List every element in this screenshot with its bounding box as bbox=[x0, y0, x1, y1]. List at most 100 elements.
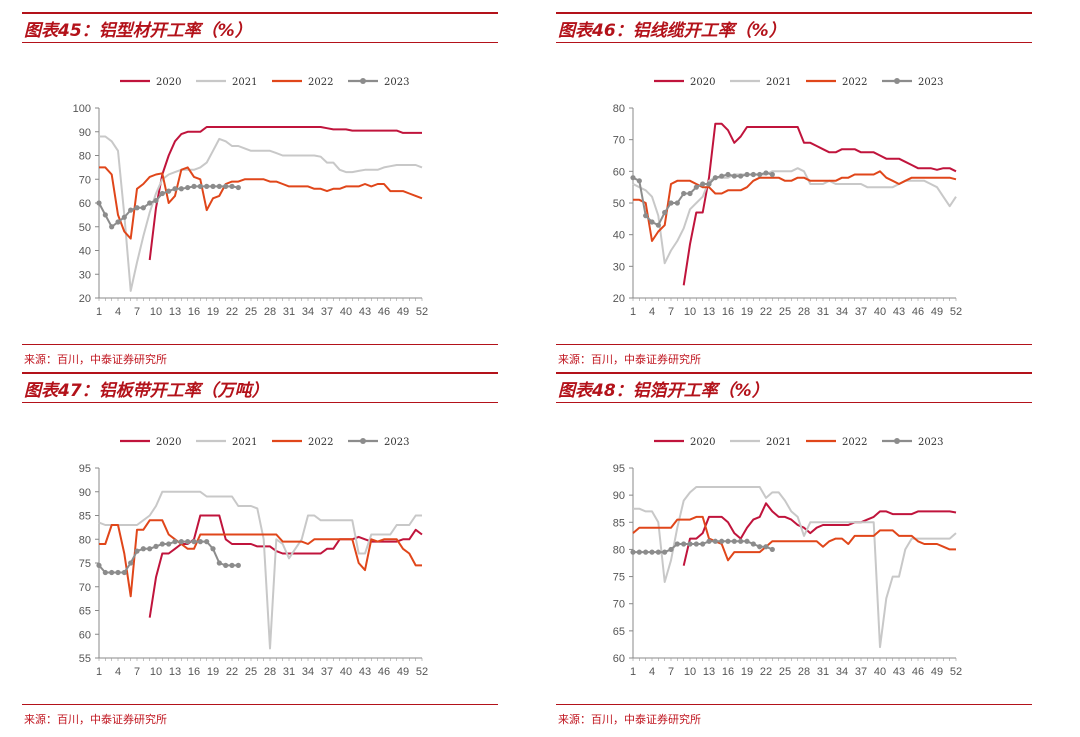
x-tick-label: 52 bbox=[416, 306, 428, 318]
data-point-2023 bbox=[700, 541, 706, 547]
data-point-2023 bbox=[681, 190, 687, 197]
y-tick-label: 40 bbox=[79, 246, 91, 258]
data-point-2023 bbox=[172, 539, 178, 545]
data-point-2023 bbox=[687, 541, 693, 547]
y-tick-label: 60 bbox=[79, 629, 91, 641]
x-tick-label: 13 bbox=[169, 306, 181, 318]
data-point-2023 bbox=[185, 184, 191, 191]
y-tick-label: 95 bbox=[613, 463, 625, 475]
data-point-2023 bbox=[210, 546, 216, 552]
x-tick-label: 49 bbox=[931, 306, 943, 318]
series-line-2021 bbox=[633, 486, 957, 649]
data-point-2023 bbox=[229, 562, 235, 568]
chart-panel-48: 图表48：铝箔开工率（%） 2020 2021 2022 2023 60 65 70 75 80… bbox=[556, 372, 1032, 730]
y-tick-label: 60 bbox=[79, 198, 91, 210]
data-point-2023 bbox=[121, 569, 127, 576]
legend-label-2022: 2022 bbox=[842, 437, 867, 448]
y-tick-label: 70 bbox=[79, 174, 91, 186]
data-point-2023 bbox=[140, 546, 146, 552]
y-tick-label: 80 bbox=[79, 151, 91, 163]
legend-label-2022: 2022 bbox=[308, 77, 333, 88]
y-tick-label: 70 bbox=[79, 582, 91, 594]
data-point-2023 bbox=[147, 546, 153, 552]
data-point-2023 bbox=[166, 188, 172, 194]
data-point-2023 bbox=[121, 214, 127, 220]
x-tick-label: 1 bbox=[630, 666, 636, 678]
data-point-2023 bbox=[178, 186, 184, 192]
x-tick-label: 19 bbox=[741, 306, 753, 318]
x-tick-label: 25 bbox=[779, 306, 791, 318]
x-tick-label: 19 bbox=[741, 666, 753, 678]
panel-top-rule bbox=[22, 372, 498, 374]
y-tick-label: 30 bbox=[79, 269, 91, 281]
x-tick-label: 16 bbox=[722, 666, 734, 678]
x-tick-label: 13 bbox=[703, 306, 715, 318]
chart-panel-46: 图表46：铝线缆开工率（%） 2020 2021 2022 2023 20 30 40 50 6… bbox=[556, 12, 1032, 370]
legend: 2020 2021 2022 2023 bbox=[654, 77, 943, 88]
x-tick-label: 34 bbox=[302, 666, 314, 678]
x-tick-label: 10 bbox=[150, 306, 162, 318]
series-line-2021 bbox=[99, 135, 423, 292]
x-tick-label: 16 bbox=[722, 306, 734, 318]
series-line-2022 bbox=[99, 166, 423, 240]
data-point-2023 bbox=[706, 181, 712, 187]
x-tick-label: 1 bbox=[96, 666, 102, 678]
data-point-2023 bbox=[687, 190, 693, 197]
data-point-2023 bbox=[96, 562, 102, 568]
y-tick-label: 85 bbox=[613, 517, 625, 529]
data-point-2023 bbox=[744, 538, 750, 544]
data-point-2023 bbox=[159, 541, 165, 547]
data-point-2023 bbox=[235, 184, 241, 191]
y-tick-label: 80 bbox=[79, 534, 91, 546]
x-tick-label: 7 bbox=[134, 666, 140, 678]
data-point-2023 bbox=[674, 200, 680, 206]
legend-label-2023: 2023 bbox=[918, 437, 943, 448]
panel-top-rule bbox=[556, 12, 1032, 14]
x-tick-label: 34 bbox=[836, 306, 848, 318]
legend-label-2021: 2021 bbox=[232, 437, 257, 448]
chart-source: 来源：百川，中泰证券研究所 bbox=[24, 353, 167, 366]
y-tick-label: 85 bbox=[79, 511, 91, 523]
data-point-2023 bbox=[731, 538, 737, 544]
y-tick-label: 30 bbox=[613, 261, 625, 273]
x-tick-label: 28 bbox=[264, 306, 276, 318]
data-point-2023 bbox=[681, 541, 687, 547]
data-point-2023 bbox=[655, 549, 661, 555]
x-tick-label: 40 bbox=[874, 306, 886, 318]
data-point-2023 bbox=[693, 541, 699, 547]
y-tick-label: 100 bbox=[73, 103, 91, 115]
data-point-2023 bbox=[769, 546, 775, 553]
data-point-2023 bbox=[649, 549, 655, 555]
data-point-2023 bbox=[763, 170, 769, 176]
data-point-2023 bbox=[147, 200, 153, 206]
x-tick-label: 16 bbox=[188, 306, 200, 318]
data-point-2023 bbox=[197, 183, 203, 189]
data-point-2023 bbox=[102, 212, 108, 218]
data-point-2023 bbox=[223, 183, 229, 189]
data-point-2023 bbox=[750, 171, 756, 178]
x-tick-label: 7 bbox=[668, 306, 674, 318]
x-tick-label: 31 bbox=[283, 666, 295, 678]
x-tick-label: 7 bbox=[134, 306, 140, 318]
chart-source: 来源：百川，中泰证券研究所 bbox=[24, 713, 167, 726]
x-tick-label: 49 bbox=[931, 666, 943, 678]
legend-marker bbox=[894, 78, 900, 84]
legend-marker bbox=[360, 78, 366, 84]
chart-title: 图表46：铝线缆开工率（%） bbox=[558, 21, 786, 41]
x-tick-label: 4 bbox=[649, 666, 655, 678]
x-tick-label: 46 bbox=[378, 306, 390, 318]
chart-title: 图表45：铝型材开工率（%） bbox=[24, 21, 252, 41]
data-point-2023 bbox=[96, 200, 102, 206]
data-point-2023 bbox=[134, 548, 140, 554]
x-tick-label: 10 bbox=[150, 666, 162, 678]
x-tick-label: 37 bbox=[855, 306, 867, 318]
data-point-2023 bbox=[731, 173, 737, 179]
series-line-2022 bbox=[633, 170, 957, 242]
data-point-2023 bbox=[172, 186, 178, 192]
x-tick-label: 43 bbox=[893, 666, 905, 678]
x-tick-label: 34 bbox=[302, 306, 314, 318]
data-point-2023 bbox=[630, 549, 636, 555]
data-point-2023 bbox=[719, 538, 725, 544]
x-tick-label: 52 bbox=[950, 666, 962, 678]
source-rule bbox=[556, 344, 1032, 345]
